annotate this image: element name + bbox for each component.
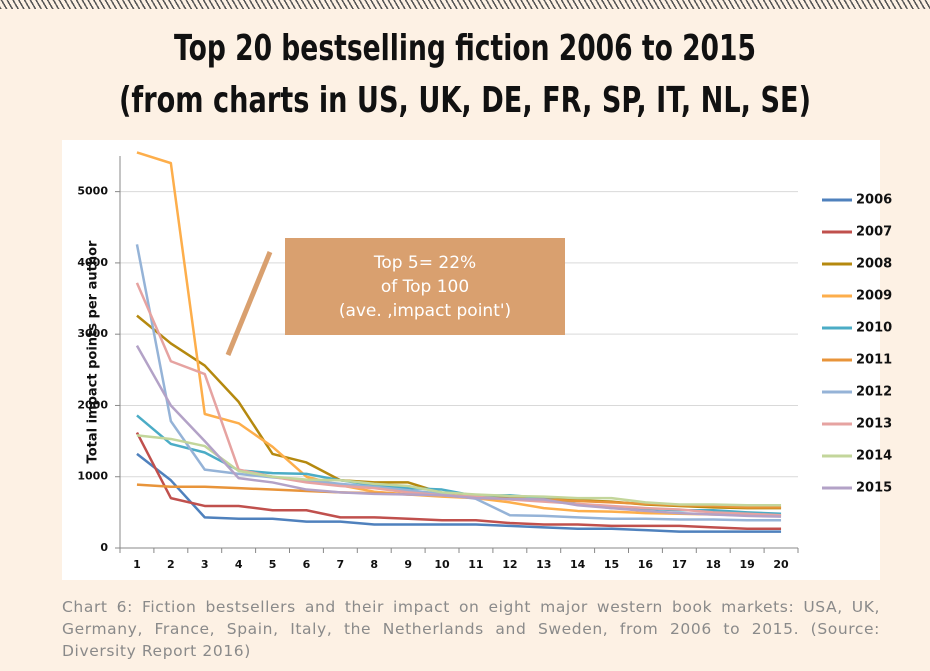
x-tick-label: 3 [201,558,209,571]
legend-label: 2008 [856,257,892,272]
x-tick-label: 15 [604,558,619,571]
x-tick-label: 19 [739,558,754,571]
annotation-pointer [225,251,273,356]
caption: Chart 6: Fiction bestsellers and their i… [62,598,880,660]
x-tick-label: 8 [370,558,378,571]
annotation-text: (ave. ,impact point') [339,301,511,321]
y-tick-label: 5000 [77,185,108,198]
series-line [135,344,782,518]
x-tick-label: 10 [434,558,450,571]
x-tick-label: 12 [502,558,517,571]
x-tick-label: 14 [570,558,586,571]
annotation-box [285,238,565,335]
y-tick-label: 4000 [77,256,108,269]
legend-label: 2009 [856,289,892,304]
y-axis-label: Total impact points per author [86,240,101,463]
x-tick-label: 11 [468,558,483,571]
x-tick-label: 1 [133,558,141,571]
chart-subtitle: (from charts in US, UK, DE, FR, SP, IT, … [119,80,811,121]
series-line [135,431,782,531]
x-tick-label: 13 [536,558,551,571]
x-tick-label: 18 [706,558,721,571]
legend-label: 2012 [856,385,892,400]
legend-label: 2007 [856,225,892,240]
legend-label: 2011 [856,353,892,368]
legend-label: 2013 [856,417,892,432]
x-tick-label: 4 [235,558,243,571]
legend-label: 2006 [856,193,892,208]
x-tick-label: 2 [167,558,175,571]
chart-title: Top 20 bestselling fiction 2006 to 2015 [174,28,756,69]
top-hatch [0,0,930,9]
x-tick-label: 20 [773,558,789,571]
series-line [136,452,782,533]
legend-label: 2014 [856,449,892,464]
x-tick-label: 7 [337,558,345,571]
x-tick-label: 17 [672,558,687,571]
x-tick-label: 6 [303,558,311,571]
annotation-text: of Top 100 [381,277,469,297]
y-tick-label: 1000 [77,470,108,483]
annotation-text: Top 5= 22% [373,253,476,273]
series-line [136,434,782,507]
y-tick-label: 3000 [77,327,108,340]
legend-label: 2015 [856,481,892,496]
y-tick-label: 2000 [77,398,108,411]
chart: Top 20 bestselling fiction 2006 to 2015 … [62,28,892,580]
legend-label: 2010 [856,321,892,336]
y-tick-label: 0 [100,541,108,554]
x-tick-label: 9 [404,558,412,571]
x-tick-label: 5 [269,558,277,571]
x-tick-label: 16 [638,558,654,571]
